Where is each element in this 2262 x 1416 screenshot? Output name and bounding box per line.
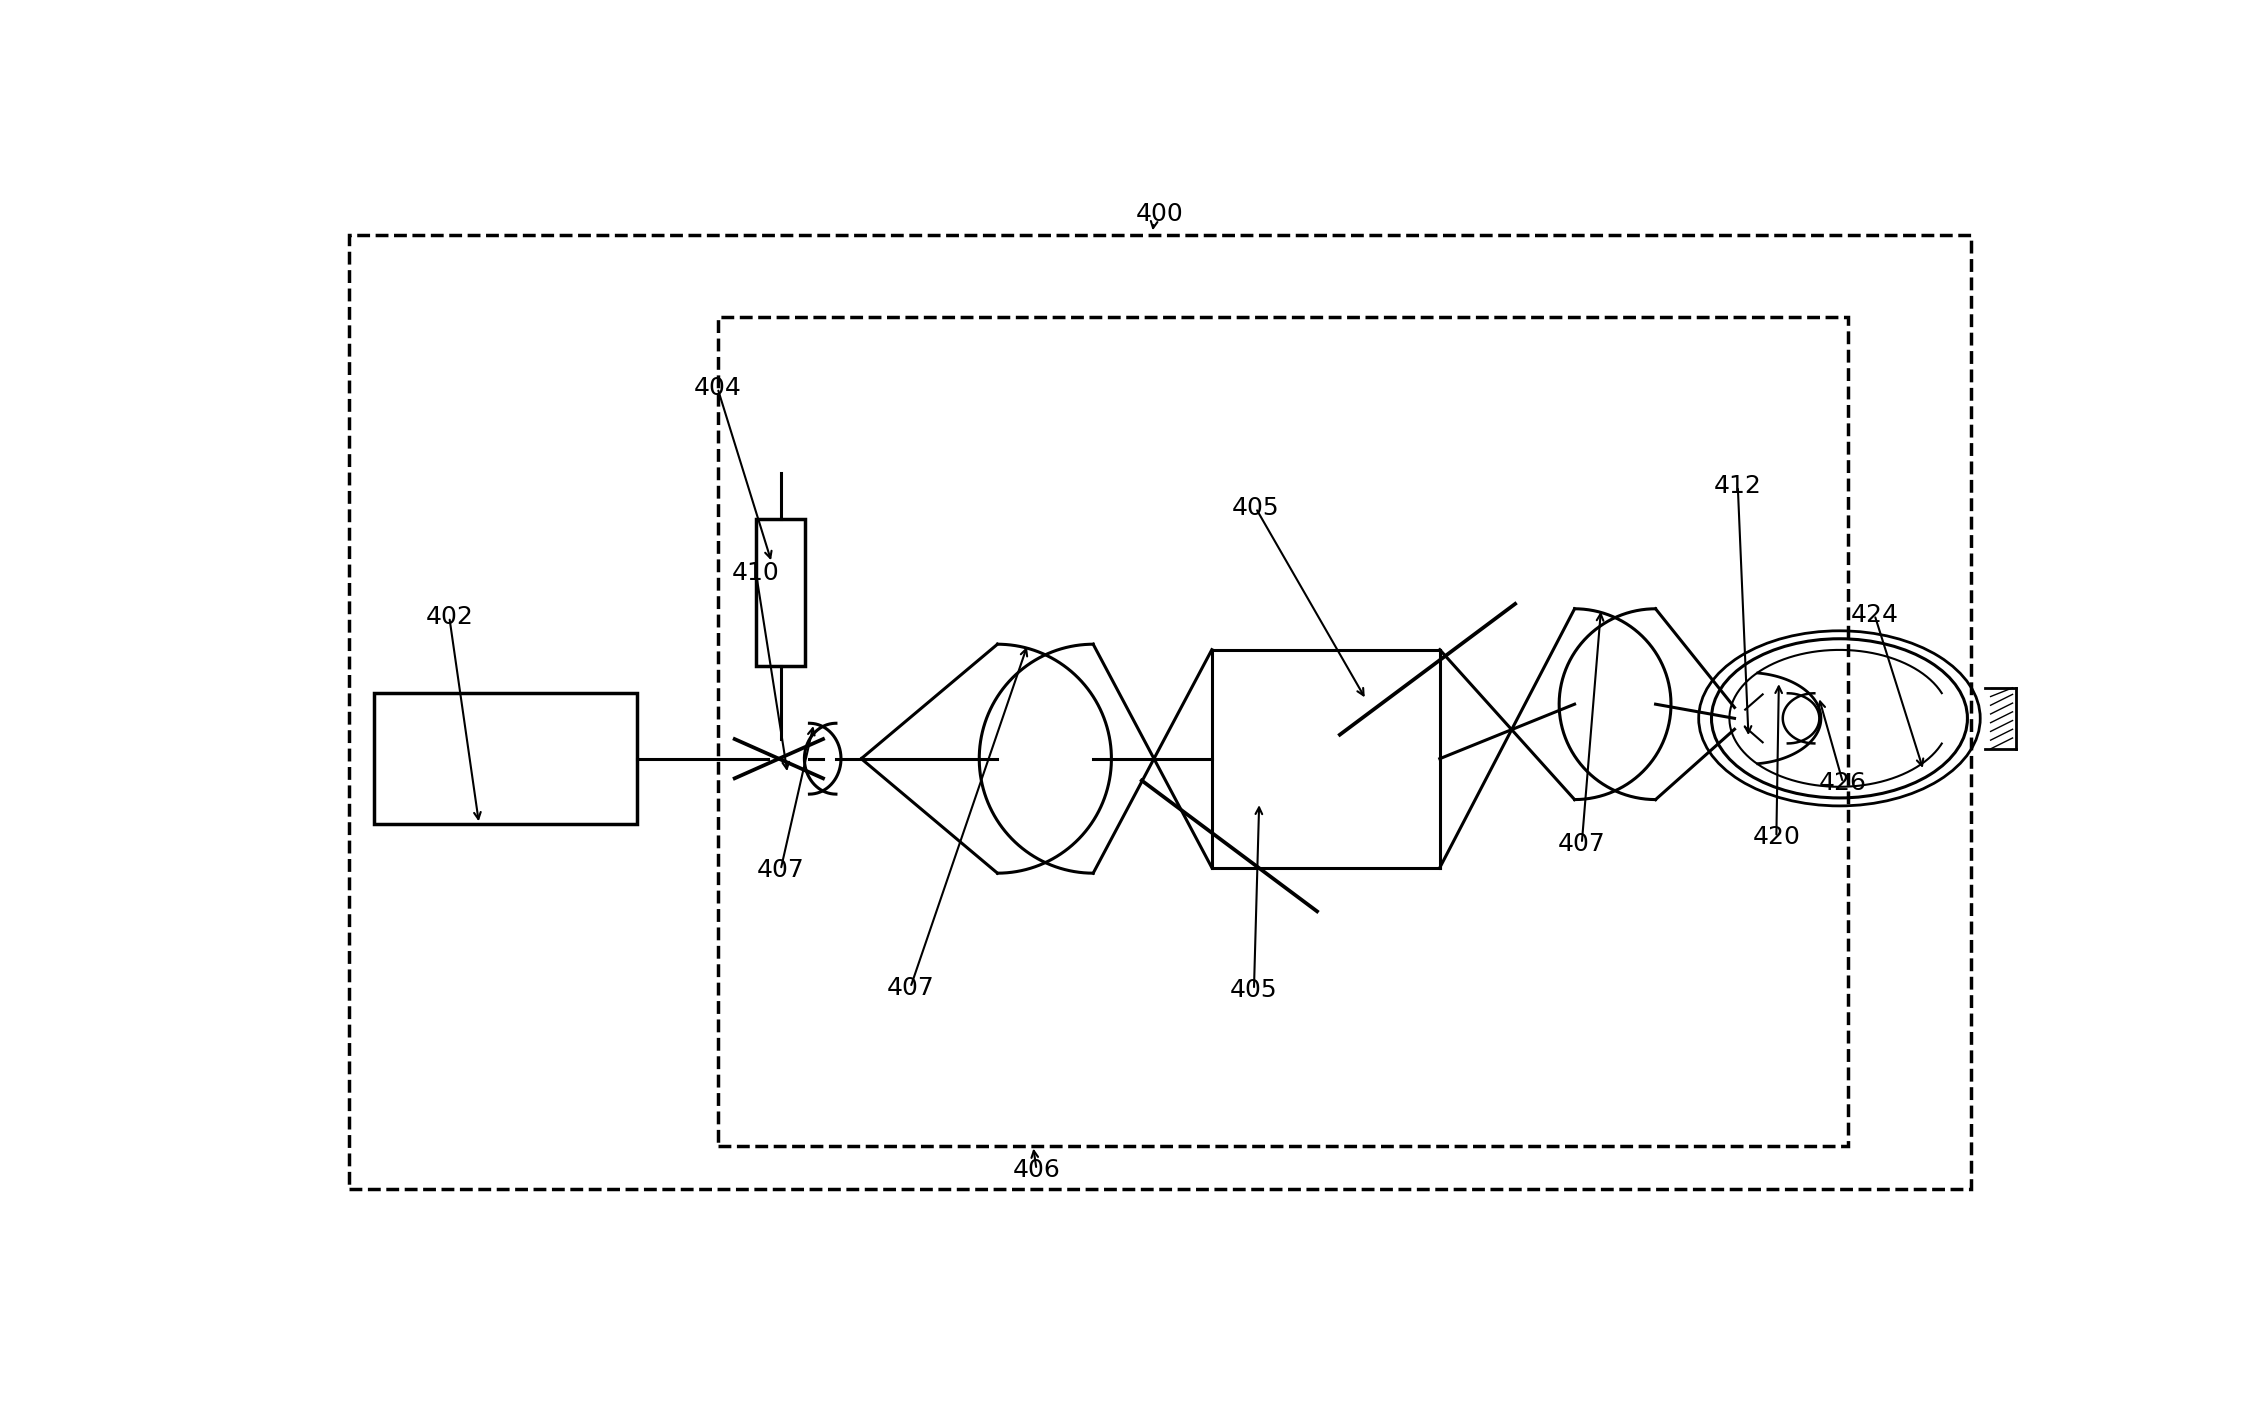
Text: 400: 400 [1136, 201, 1183, 225]
Text: 405: 405 [1233, 496, 1280, 520]
Text: 405: 405 [1231, 978, 1278, 1003]
Text: 407: 407 [758, 858, 805, 882]
Bar [756, 518, 805, 666]
Text: 407: 407 [887, 976, 934, 1000]
Text: 402: 402 [425, 605, 473, 629]
Text: 407: 407 [1559, 831, 1606, 855]
Text: 406: 406 [1013, 1158, 1061, 1182]
Text: 426: 426 [1819, 770, 1866, 794]
Bar [717, 317, 1848, 1146]
Bar [373, 694, 638, 824]
Text: 424: 424 [1850, 603, 1898, 627]
Text: 412: 412 [1715, 474, 1762, 498]
Text: 410: 410 [733, 561, 780, 585]
Bar [348, 235, 1970, 1189]
Text: 420: 420 [1753, 826, 1801, 850]
Text: 404: 404 [694, 377, 742, 399]
